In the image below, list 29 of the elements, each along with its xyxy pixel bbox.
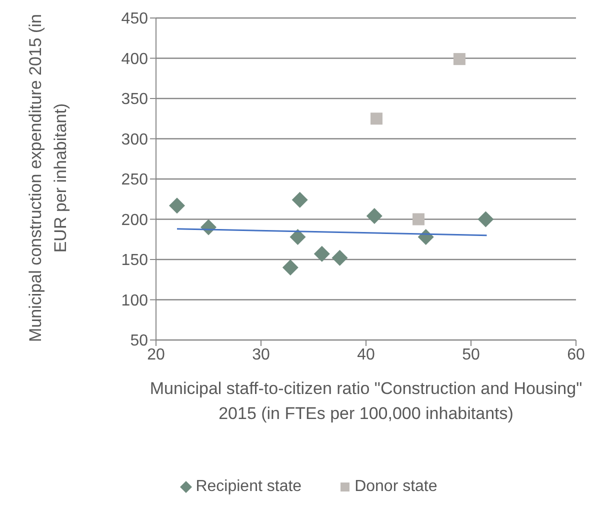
x-tick-label: 30	[252, 346, 270, 364]
point	[314, 246, 330, 262]
x-tick-label: 50	[462, 346, 480, 364]
point	[290, 228, 306, 245]
point	[292, 192, 308, 208]
y-tick-label: 200	[121, 212, 148, 229]
point	[169, 198, 185, 214]
point	[478, 211, 494, 228]
point	[366, 208, 382, 224]
x-tick-label: 60	[567, 346, 585, 364]
point	[332, 250, 348, 266]
y-tick-label: 300	[121, 131, 148, 148]
y-tick-label: 350	[121, 91, 148, 108]
y-tick-label: 400	[121, 50, 148, 68]
point	[412, 213, 424, 226]
y-tick-label: 50	[130, 332, 148, 350]
point	[370, 112, 382, 125]
y-tick-label: 100	[121, 292, 148, 310]
y-tick-label: 150	[121, 252, 148, 270]
point	[282, 260, 298, 276]
x-tick-label: 40	[357, 346, 375, 364]
y-tick-label: 450	[121, 10, 148, 28]
legend-label: Donor state	[354, 478, 438, 495]
x-tick-label: 20	[147, 346, 165, 364]
point	[453, 53, 466, 66]
x-axis-title: Municipal staff-to-citizen ratio "Construction and Housing" 2015 (in FTEs per 100,000 inhabitants)	[148, 378, 584, 425]
y-axis-title: Municipal construction expenditure 2015 (in EUR per inhabitant)	[25, 13, 71, 344]
y-tick-label: 250	[121, 172, 148, 189]
legend-label: Recipient state	[194, 478, 302, 495]
